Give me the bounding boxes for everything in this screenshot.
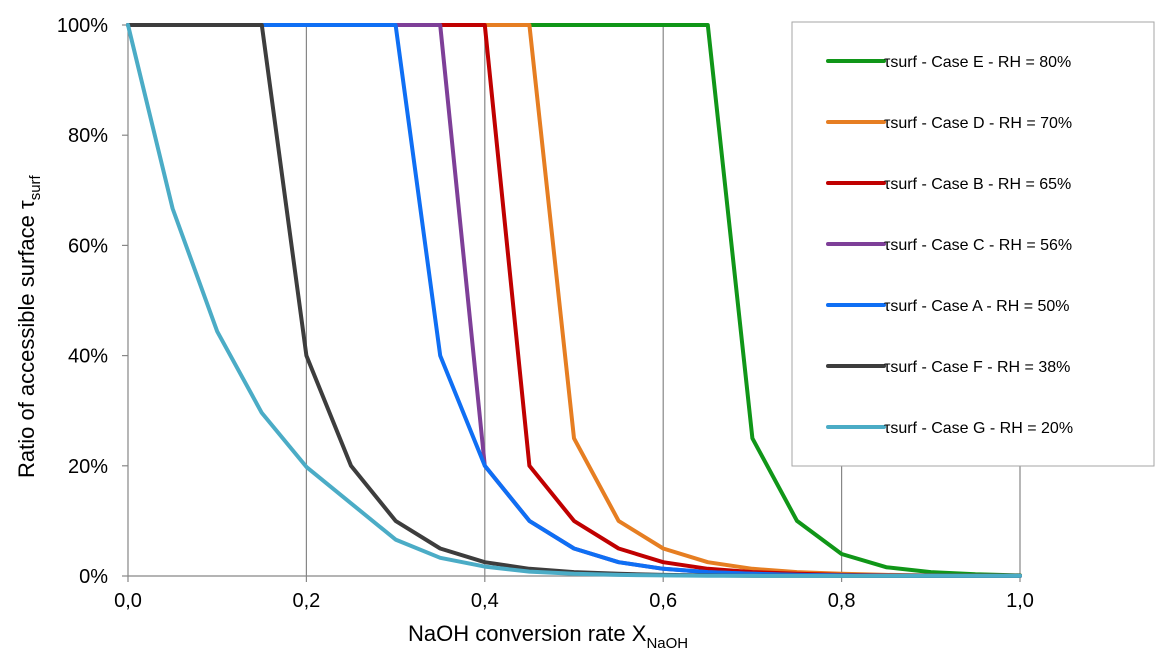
y-tick-labels: 0% 20% 40% 60% 80% 100% (57, 15, 128, 588)
series-lines (126, 23, 1022, 578)
y-tick-label-0: 0% (79, 566, 108, 588)
x-tick-label-3: 0,6 (649, 590, 677, 612)
legend-label-5: τsurf - Case F - RH = 38% (884, 359, 1070, 376)
y-tick-label-1: 20% (68, 456, 108, 478)
legend-label-1: τsurf - Case D - RH = 70% (884, 115, 1072, 132)
y-axis-title: Ratio of accessible surface τsurf (14, 174, 44, 478)
x-tick-label-5: 1,0 (1006, 590, 1034, 612)
x-tick-label-2: 0,4 (471, 590, 499, 612)
x-tick-label-0: 0,0 (114, 590, 142, 612)
y-tick-label-5: 100% (57, 15, 108, 37)
legend: τsurf - Case E - RH = 80% τsurf - Case D … (791, 21, 1155, 467)
y-tick-label-4: 80% (68, 125, 108, 147)
x-axis-title: NaOH conversion rate XNaOH (408, 621, 688, 650)
y-tick-label-3: 60% (68, 235, 108, 257)
legend-label-4: τsurf - Case A - RH = 50% (884, 298, 1070, 315)
legend-label-6: τsurf - Case G - RH = 20% (884, 420, 1073, 437)
x-tick-label-4: 0,8 (828, 590, 856, 612)
x-axis-title-main: NaOH conversion rate X (408, 621, 647, 646)
legend-label-3: τsurf - Case C - RH = 56% (884, 237, 1072, 254)
legend-label-0: τsurf - Case E - RH = 80% (884, 54, 1071, 71)
legend-label-2: τsurf - Case B - RH = 65% (884, 176, 1071, 193)
series-line-6 (126, 23, 1022, 578)
y-tick-label-2: 40% (68, 346, 108, 368)
y-axis-title-subscript: surf (27, 174, 44, 200)
x-axis-title-subscript: NaOH (646, 635, 688, 650)
series-line-0 (126, 23, 1022, 578)
x-tick-labels: 0,0 0,2 0,4 0,6 0,8 1,0 (114, 576, 1034, 612)
x-tick-label-1: 0,2 (292, 590, 320, 612)
y-axis-title-main: Ratio of accessible surface τ (14, 200, 39, 478)
